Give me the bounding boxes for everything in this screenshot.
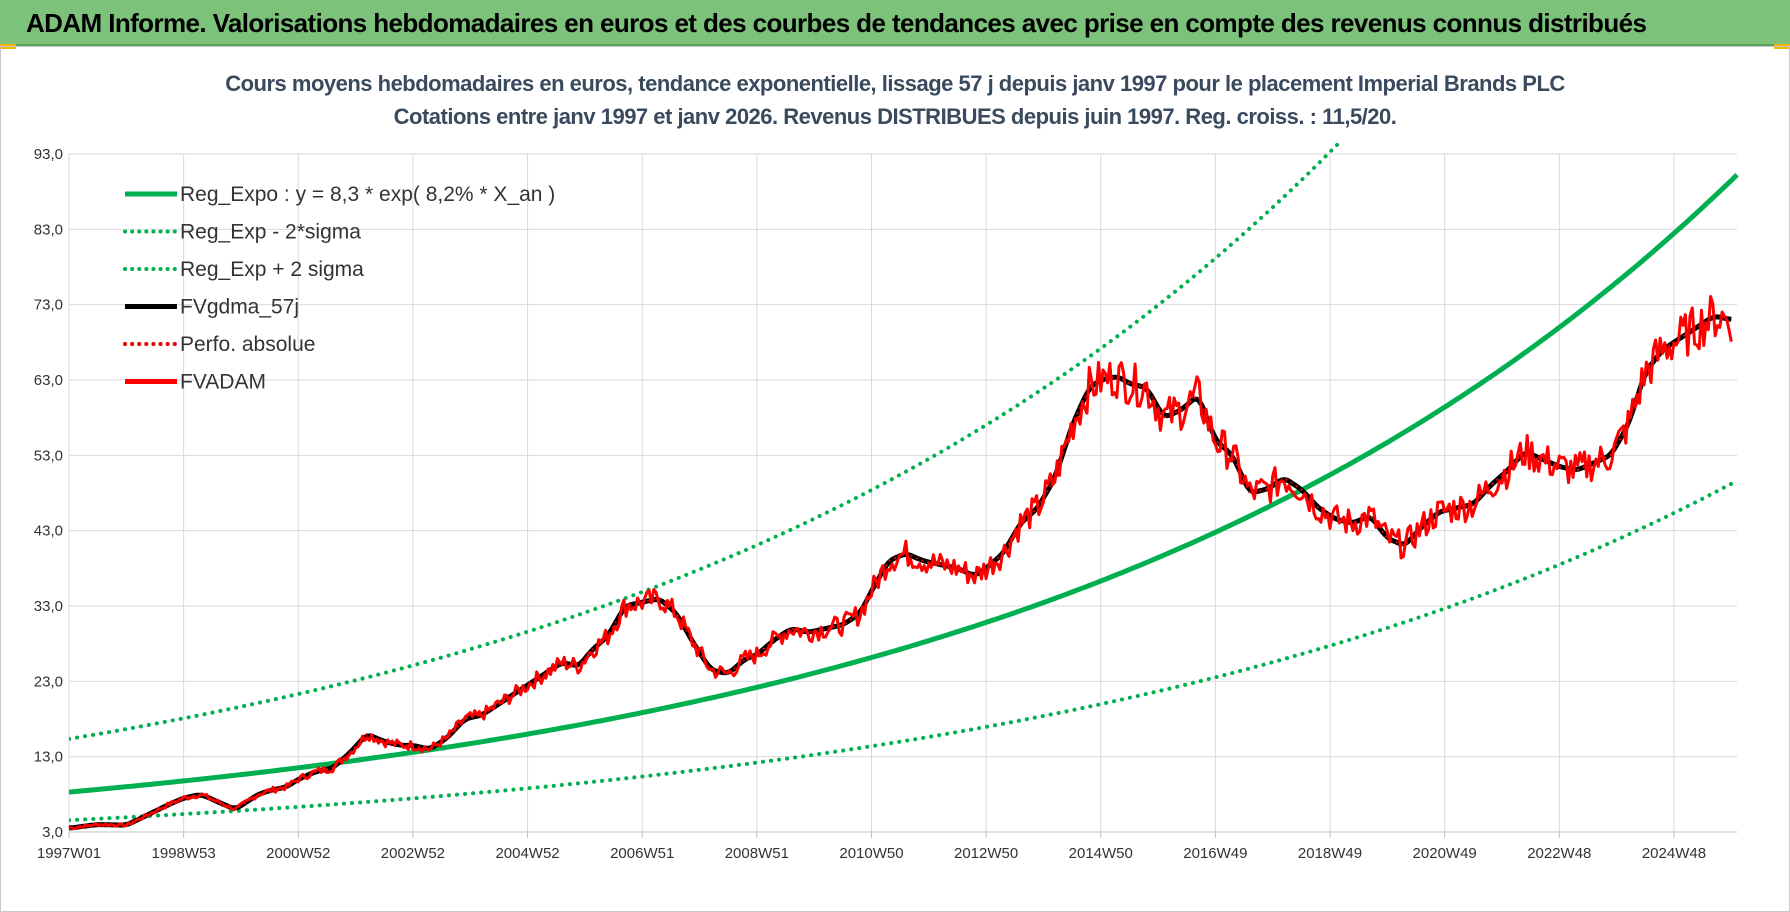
chart-subtitle: Cotations entre janv 1997 et janv 2026. … [394,104,1397,129]
y-tick-label: 23,0 [34,673,63,690]
x-axis-ticks: 1997W01 1998W53 2000W52 2002W52 2004W52 2006W… [37,845,1706,862]
x-tick-label: 2018W49 [1298,845,1362,862]
y-axis-ticks: 3,0 13,0 23,0 33,0 43,0 53,0 63,0 73,0 83,0 93,0 [34,146,63,841]
x-tick-label: 1997W01 [37,845,101,862]
x-tick-label: 2006W51 [610,845,674,862]
y-tick-label: 13,0 [34,749,63,766]
y-tick-label: 3,0 [42,824,63,841]
x-tick-label: 1998W53 [152,845,216,862]
legend-label-2: Reg_Exp + 2 sigma [180,258,364,281]
x-tick-label: 2000W52 [266,845,330,862]
x-tick-label: 2012W50 [954,845,1018,862]
banner-title: ADAM Informe. Valorisations hebdomadaire… [26,8,1647,38]
x-tick-label: 2020W49 [1413,845,1477,862]
y-tick-label: 43,0 [34,523,63,540]
chart-grid [68,153,1737,838]
chart-title: Cours moyens hebdomadaires en euros, ten… [225,71,1565,96]
chart: 3,013,023,033,043,053,063,073,083,093,0 … [34,71,1739,862]
x-tick-label: 2022W48 [1527,845,1591,862]
legend-label-5: FVADAM [180,371,266,394]
y-tick-label: 53,0 [34,447,63,464]
legend-label-0: Reg_Expo : y = 8,3 * exp( 8,2% * X_an ) [180,183,555,206]
x-tick-label: 2016W49 [1183,845,1247,862]
y-tick-label: 83,0 [34,221,63,238]
legend-label-4: Perfo. absolue [180,333,315,356]
y-tick-label: 33,0 [34,598,63,615]
x-tick-label: 2004W52 [495,845,559,862]
perfo-absolue-line [68,315,1732,830]
reg-expo-line [69,173,1739,795]
x-tick-label: 2008W51 [725,845,789,862]
y-tick-label: 93,0 [34,146,63,163]
fvgdma-57j-line [68,314,1732,831]
report-banner: ADAM Informe. Valorisations hebdomadaire… [0,0,1790,46]
fvadam-line [68,295,1733,831]
x-tick-label: 2002W52 [381,845,445,862]
legend-label-3: FVgdma_57j [180,296,299,319]
x-tick-label: 2024W48 [1642,845,1706,862]
reg-exp-plus-2sigma-line [69,142,1343,741]
x-tick-label: 2010W50 [839,845,903,862]
chart-series [68,142,1739,831]
y-tick-label: 63,0 [34,372,63,389]
chart-legend: Reg_Expo : y = 8,3 * exp( 8,2% * X_an ) R… [123,183,555,394]
y-tick-label: 73,0 [34,297,63,314]
x-tick-label: 2014W50 [1069,845,1133,862]
legend-label-1: Reg_Exp - 2*sigma [180,221,361,244]
